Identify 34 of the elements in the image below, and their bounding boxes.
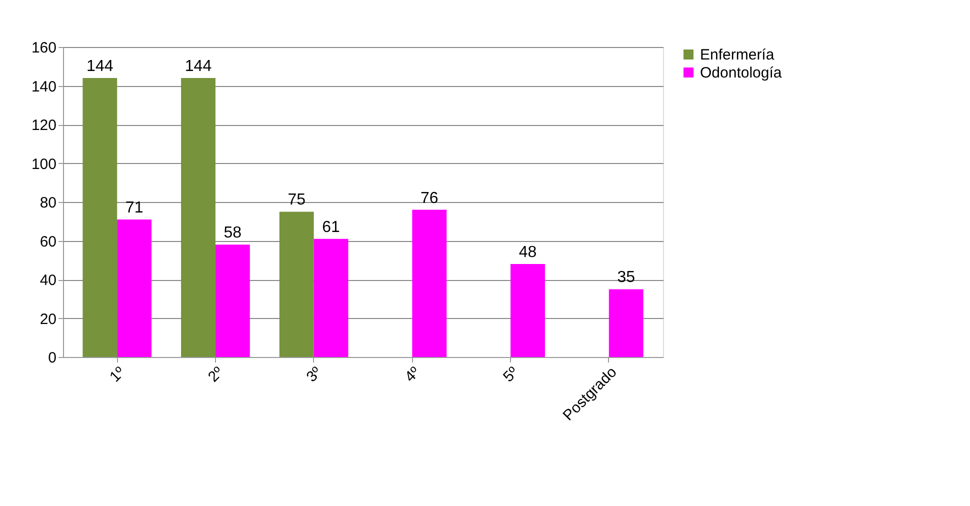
- y-tick-label: 140: [31, 78, 56, 96]
- x-tick-label: 5º: [500, 363, 522, 386]
- data-label: 144: [184, 58, 212, 75]
- y-tick-label: 0: [48, 350, 56, 366]
- data-label: 61: [322, 218, 340, 236]
- data-label: 58: [224, 224, 242, 242]
- y-tick-label: 20: [40, 310, 56, 328]
- data-label: 144: [86, 58, 114, 75]
- data-label: 35: [617, 269, 636, 286]
- legend-label: Enfermería: [700, 46, 775, 64]
- y-tick-label: 80: [40, 194, 56, 212]
- bar: [608, 289, 644, 357]
- bar: [412, 210, 447, 357]
- bar: [279, 212, 314, 357]
- bar: [314, 238, 348, 357]
- bar: [117, 219, 152, 357]
- x-tick-label: 2º: [204, 363, 228, 386]
- data-label: 75: [288, 192, 306, 209]
- y-tick-label: 100: [31, 156, 56, 173]
- y-tick-label: 160: [31, 40, 56, 56]
- bar: [181, 78, 216, 357]
- x-tick-label: 4º: [402, 363, 424, 386]
- bar: [510, 264, 545, 357]
- x-tick-label: 3º: [303, 363, 326, 386]
- data-label: 48: [518, 244, 537, 261]
- y-tick-label: 60: [40, 233, 56, 250]
- bar: [215, 244, 250, 357]
- bar: [82, 78, 118, 357]
- x-tick-label: 1º: [106, 363, 129, 386]
- data-label: 71: [125, 199, 144, 216]
- y-tick-label: 120: [31, 117, 56, 134]
- y-tick-label: 40: [40, 272, 56, 289]
- legend-label: Odontología: [700, 64, 782, 82]
- data-label: 76: [420, 190, 438, 207]
